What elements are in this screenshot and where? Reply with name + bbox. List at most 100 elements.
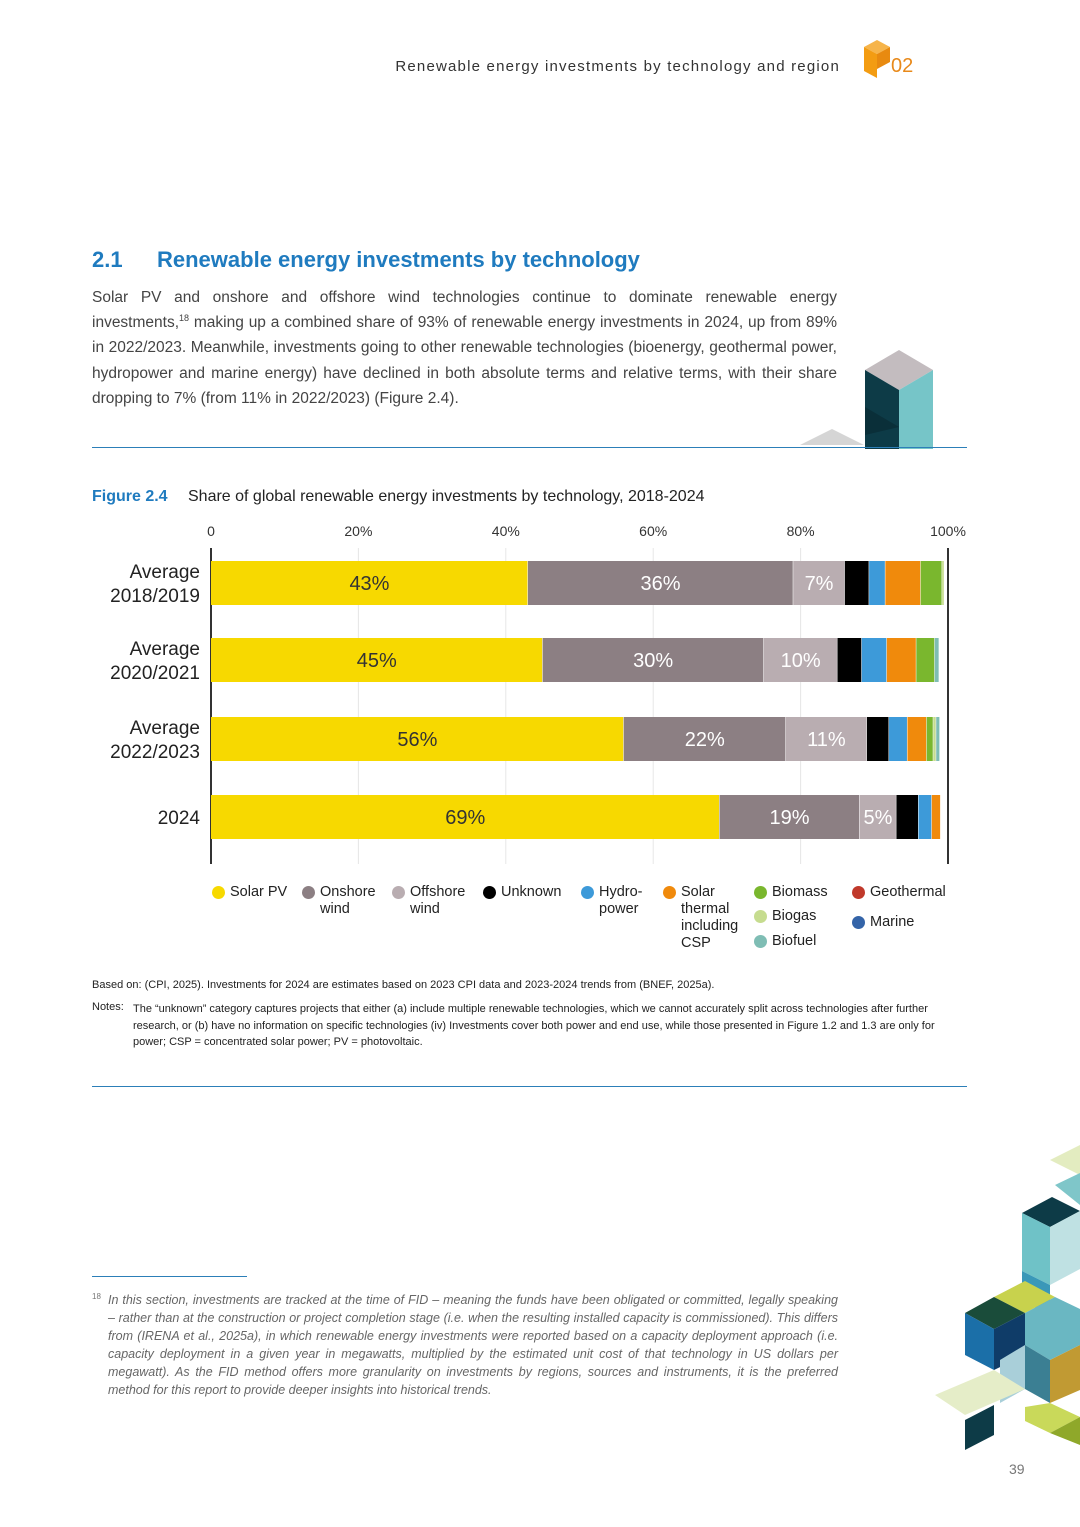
bar-segment — [211, 717, 624, 761]
legend-swatch — [852, 916, 865, 929]
bar-data-label: 36% — [641, 573, 681, 595]
bar-data-label: 30% — [633, 650, 673, 672]
bar-segment — [837, 638, 862, 682]
notes-label: Notes: — [92, 1001, 124, 1013]
legend-label: Solar PV — [230, 884, 288, 900]
intro-paragraph: Solar PV and onshore and offshore wind t… — [92, 285, 837, 411]
page-number: 39 — [1009, 1461, 1025, 1477]
legend-swatch — [212, 886, 225, 899]
x-tick-label: 60% — [639, 523, 667, 539]
bar-segment — [934, 638, 939, 682]
bar-data-label: 5% — [864, 807, 893, 829]
x-tick-label: 0 — [207, 523, 215, 539]
decorative-cube-pattern — [935, 1145, 1080, 1450]
running-header: Renewable energy investments by technolo… — [395, 58, 840, 75]
bar-segment — [918, 795, 932, 839]
legend-label: Marine — [870, 914, 915, 930]
bar-segment — [920, 561, 942, 605]
bar-data-label: 45% — [357, 650, 397, 672]
bar-segment — [931, 795, 941, 839]
legend-label: Hydro-power — [599, 884, 643, 917]
legend-swatch — [754, 886, 767, 899]
x-tick-label: 40% — [492, 523, 520, 539]
bar-segment — [861, 638, 887, 682]
bar-segment — [844, 561, 869, 605]
y-category-label: 2022/2023 — [110, 742, 200, 763]
stacked-bar-chart: 0 20% 40% 60% 80% 100% 43% 36% 7% Average 2018/201… — [110, 523, 966, 864]
decorative-cubes-graphic — [800, 350, 933, 449]
bar-data-label: 7% — [805, 573, 834, 595]
source-note: Based on: (CPI, 2025). Investments for 2… — [92, 979, 715, 991]
legend-label: Biofuel — [772, 933, 817, 949]
legend-swatch — [852, 886, 865, 899]
section-title: Renewable energy investments by technolo… — [157, 247, 640, 272]
intro-text-part2: making up a combined share of 93% of ren… — [92, 314, 837, 407]
y-category-label: 2024 — [158, 808, 201, 829]
legend-label: Offshore wind — [410, 884, 466, 917]
bar-segment — [886, 638, 916, 682]
x-tick-label: 100% — [930, 523, 966, 539]
bar-segment — [869, 561, 885, 605]
y-category-label: Average — [130, 718, 200, 739]
bar-data-label: 69% — [445, 807, 485, 829]
legend-swatch — [754, 935, 767, 948]
bar-segment — [211, 795, 720, 839]
legend-label: Solar thermal including CSP — [681, 884, 739, 951]
y-category-label: 2018/2019 — [110, 586, 200, 607]
bar-segment — [793, 561, 845, 605]
x-tick-label: 80% — [787, 523, 815, 539]
chapter-cube-icon — [864, 40, 890, 78]
bar-segment — [542, 638, 764, 682]
bar-segment — [763, 638, 837, 682]
legend-swatch — [302, 886, 315, 899]
bar-segment — [942, 561, 944, 605]
bar-segment — [926, 717, 933, 761]
section-divider — [92, 447, 967, 448]
bar-segment — [907, 717, 927, 761]
bar-segment — [916, 638, 935, 682]
x-tick-label: 20% — [344, 523, 372, 539]
section-number: 2.1 — [92, 247, 123, 272]
bar-segment — [785, 717, 867, 761]
legend-label: Biogas — [772, 908, 817, 924]
bar-data-label: 56% — [397, 729, 437, 751]
legend-swatch — [663, 886, 676, 899]
bar-data-label: 10% — [781, 650, 821, 672]
legend-label: Biomass — [772, 884, 828, 900]
figure-label: Figure 2.4 — [92, 488, 168, 505]
bar-data-label: 22% — [685, 729, 725, 751]
y-category-label: 2020/2021 — [110, 663, 200, 684]
legend-swatch — [581, 886, 594, 899]
chapter-number: 02 — [891, 55, 914, 77]
legend-label: Geothermal — [870, 884, 946, 900]
bar-segment — [211, 561, 528, 605]
bar-segment — [719, 795, 860, 839]
bar-segment — [933, 717, 936, 761]
footnote-divider — [92, 1276, 247, 1277]
bar-segment — [889, 717, 907, 761]
legend-label: Unknown — [501, 884, 562, 900]
y-category-label: Average — [130, 562, 200, 583]
legend-swatch — [483, 886, 496, 899]
bar-segment — [527, 561, 793, 605]
bar-data-label: 11% — [807, 729, 846, 751]
legend-swatch — [754, 910, 767, 923]
footnote-text: In this section, investments are tracked… — [108, 1293, 838, 1397]
bar-data-label: 43% — [349, 573, 389, 595]
bar-segment — [885, 561, 921, 605]
notes-text: The “unknown” category captures projects… — [133, 1003, 935, 1048]
bar-segment — [866, 717, 889, 761]
figure-title: Share of global renewable energy investm… — [188, 488, 705, 505]
footnote-number: 18 — [92, 1292, 101, 1301]
bar-segment — [623, 717, 786, 761]
bar-data-label: 19% — [770, 807, 810, 829]
legend-swatch — [392, 886, 405, 899]
notes-divider — [92, 1086, 967, 1087]
bar-segment — [859, 795, 896, 839]
bar-segment — [896, 795, 919, 839]
bar-segment — [936, 717, 940, 761]
footnote-ref: 18 — [179, 313, 190, 324]
bar-segment — [211, 638, 543, 682]
legend-label: Onshore wind — [320, 884, 376, 917]
y-category-label: Average — [130, 639, 200, 660]
